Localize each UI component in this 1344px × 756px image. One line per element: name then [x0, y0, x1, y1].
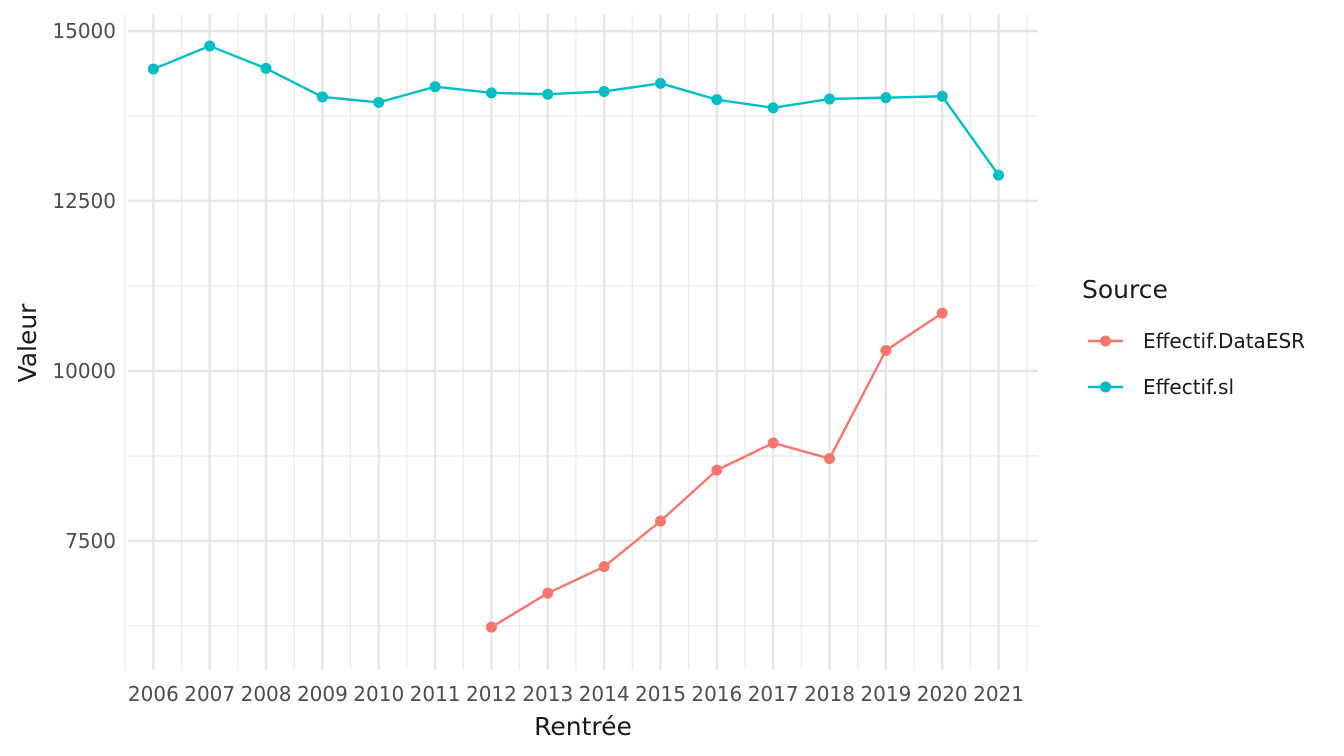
- data-point-effectif-sl: [260, 62, 272, 74]
- x-tick-label: 2018: [804, 682, 855, 706]
- x-tick-label: 2020: [917, 682, 968, 706]
- data-point-effectif-dataesr: [598, 561, 610, 573]
- data-point-effectif-dataesr: [824, 453, 836, 465]
- data-point-effectif-sl: [880, 92, 892, 104]
- x-tick-label: 2008: [241, 682, 292, 706]
- legend-key-point-effectif-sl: [1100, 381, 1111, 393]
- grid-major: [128, 14, 1038, 670]
- x-tick-label: 2019: [860, 682, 911, 706]
- y-tick-label: 15000: [52, 19, 116, 43]
- x-tick-label: 2012: [466, 682, 517, 706]
- data-point-effectif-sl: [936, 90, 948, 102]
- x-tick-label: 2021: [973, 682, 1024, 706]
- x-tick-label: 2007: [184, 682, 235, 706]
- data-point-effectif-sl: [485, 87, 497, 99]
- data-point-effectif-sl: [429, 81, 441, 93]
- x-tick-label: 2013: [522, 682, 573, 706]
- x-tick-label: 2016: [691, 682, 742, 706]
- series-line-effectif-sl: [152, 44, 1000, 176]
- x-tick-label: 2006: [128, 682, 179, 706]
- data-point-effectif-sl: [598, 85, 610, 97]
- data-point-effectif-sl: [711, 94, 723, 106]
- data-point-effectif-sl: [824, 93, 836, 105]
- x-tick-label: 2015: [635, 682, 686, 706]
- data-point-effectif-sl: [767, 102, 779, 114]
- data-point-effectif-sl: [993, 169, 1005, 181]
- x-tick-label: 2017: [748, 682, 799, 706]
- data-point-effectif-dataesr: [767, 437, 779, 449]
- data-point-effectif-sl: [542, 88, 554, 100]
- legend-key-point-effectif-dataesr: [1100, 335, 1111, 347]
- y-tick-label: 7500: [65, 529, 116, 553]
- y-tick-label: 10000: [52, 359, 116, 383]
- x-axis-title: Rentrée: [534, 712, 632, 741]
- y-tick-labels: 7500 10000 12500 15000: [52, 19, 116, 553]
- data-point-effectif-sl: [654, 77, 666, 89]
- data-point-effectif-sl: [147, 63, 159, 75]
- x-tick-label: 2014: [579, 682, 630, 706]
- legend-label-effectif-sl: Effectif.sl: [1143, 375, 1234, 399]
- x-tick-label: 2009: [297, 682, 348, 706]
- y-tick-label: 12500: [52, 189, 116, 213]
- data-point-effectif-dataesr: [936, 307, 948, 319]
- data-point-effectif-dataesr: [485, 621, 497, 633]
- data-point-effectif-sl: [204, 40, 216, 52]
- x-tick-label: 2010: [353, 682, 404, 706]
- legend: Source Effectif.DataESR Effectif.sl: [1082, 275, 1305, 399]
- grid-minor: [124, 14, 1038, 670]
- y-axis-title: Valeur: [13, 303, 42, 383]
- legend-label-effectif-dataesr: Effectif.DataESR: [1143, 329, 1305, 353]
- data-point-effectif-dataesr: [654, 515, 666, 527]
- data-point-effectif-dataesr: [880, 344, 892, 356]
- data-point-effectif-dataesr: [711, 464, 723, 476]
- x-tick-labels: 2006 2007 2008 2009 2010 2011 2012 2013 2014 2015…: [128, 682, 1024, 706]
- data-point-effectif-sl: [373, 96, 385, 108]
- x-tick-label: 2011: [410, 682, 461, 706]
- data-point-effectif-sl: [316, 91, 328, 103]
- legend-title: Source: [1082, 275, 1168, 304]
- series-layer: [147, 40, 1005, 633]
- data-point-effectif-dataesr: [542, 587, 554, 599]
